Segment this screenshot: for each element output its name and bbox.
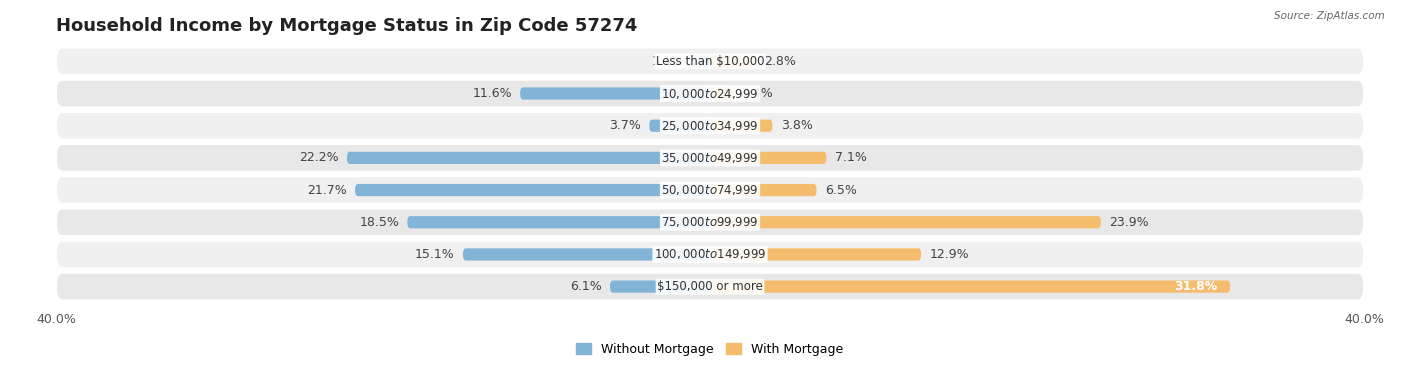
Text: 6.1%: 6.1% [569,280,602,293]
Text: 11.6%: 11.6% [472,87,512,100]
Text: 7.1%: 7.1% [835,152,866,164]
Text: Less than $10,000: Less than $10,000 [655,55,765,68]
FancyBboxPatch shape [710,280,1230,293]
Text: 2.8%: 2.8% [765,55,796,68]
Text: 22.2%: 22.2% [299,152,339,164]
FancyBboxPatch shape [710,184,817,196]
Text: $75,000 to $99,999: $75,000 to $99,999 [661,215,759,229]
FancyBboxPatch shape [710,55,756,67]
FancyBboxPatch shape [520,87,710,100]
Text: 18.5%: 18.5% [360,216,399,229]
FancyBboxPatch shape [710,152,827,164]
FancyBboxPatch shape [710,248,921,261]
Text: 23.9%: 23.9% [1109,216,1149,229]
Legend: Without Mortgage, With Mortgage: Without Mortgage, With Mortgage [571,338,849,361]
Text: $150,000 or more: $150,000 or more [657,280,763,293]
FancyBboxPatch shape [56,144,1364,172]
FancyBboxPatch shape [347,152,710,164]
Text: 1.1%: 1.1% [652,55,683,68]
Text: $10,000 to $24,999: $10,000 to $24,999 [661,86,759,101]
Text: 1.4%: 1.4% [741,87,773,100]
FancyBboxPatch shape [610,280,710,293]
FancyBboxPatch shape [56,80,1364,107]
Text: 31.8%: 31.8% [1174,280,1218,293]
Text: $100,000 to $149,999: $100,000 to $149,999 [654,247,766,261]
FancyBboxPatch shape [56,48,1364,75]
Text: 15.1%: 15.1% [415,248,454,261]
FancyBboxPatch shape [710,87,734,100]
FancyBboxPatch shape [692,55,710,67]
Text: $35,000 to $49,999: $35,000 to $49,999 [661,151,759,165]
FancyBboxPatch shape [56,112,1364,139]
FancyBboxPatch shape [710,120,772,132]
Text: 3.7%: 3.7% [609,119,641,132]
Text: $25,000 to $34,999: $25,000 to $34,999 [661,119,759,133]
Text: $50,000 to $74,999: $50,000 to $74,999 [661,183,759,197]
FancyBboxPatch shape [56,241,1364,268]
FancyBboxPatch shape [56,273,1364,300]
Text: Household Income by Mortgage Status in Zip Code 57274: Household Income by Mortgage Status in Z… [56,17,637,35]
Text: Source: ZipAtlas.com: Source: ZipAtlas.com [1274,11,1385,21]
Text: 3.8%: 3.8% [780,119,813,132]
FancyBboxPatch shape [56,176,1364,204]
Text: 12.9%: 12.9% [929,248,969,261]
Text: 21.7%: 21.7% [307,184,347,196]
FancyBboxPatch shape [650,120,710,132]
FancyBboxPatch shape [356,184,710,196]
FancyBboxPatch shape [463,248,710,261]
Text: 6.5%: 6.5% [825,184,856,196]
FancyBboxPatch shape [408,216,710,228]
FancyBboxPatch shape [56,208,1364,236]
FancyBboxPatch shape [710,216,1101,228]
